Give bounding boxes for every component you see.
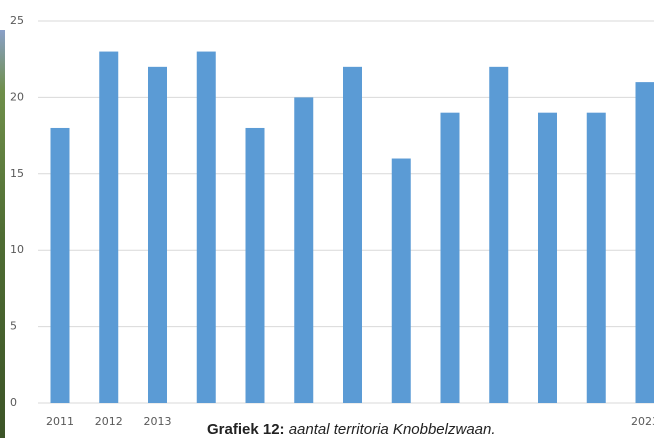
bar: [489, 66, 509, 403]
caption: Grafiek 12: aantal territoria Knobbelzwa…: [207, 421, 496, 438]
bar: [148, 66, 167, 403]
y-tick-label: 10: [10, 243, 24, 256]
bar: [196, 51, 216, 404]
bar: [635, 82, 654, 404]
caption-text: aantal territoria Knobbelzwaan.: [288, 421, 496, 438]
y-tick-label: 5: [10, 320, 17, 333]
bar: [440, 112, 460, 404]
bar: [50, 127, 70, 404]
y-tick-label: 20: [10, 90, 24, 103]
x-tick-label: 2023: [631, 415, 654, 428]
bar: [586, 112, 606, 404]
y-tick-label: 15: [10, 167, 24, 180]
bar: [245, 127, 265, 404]
bar: [391, 158, 411, 403]
bar: [294, 97, 314, 404]
caption-label: Grafiek 12:: [207, 421, 285, 438]
bar: [343, 66, 362, 403]
x-tick-label: 2012: [95, 415, 123, 428]
y-tick-label: 25: [10, 14, 24, 27]
y-tick-label: 0: [10, 396, 17, 409]
bar: [99, 51, 119, 404]
bar: [538, 112, 557, 404]
photo-edge: [0, 30, 5, 438]
x-tick-label: 2013: [144, 415, 172, 428]
x-tick-label: 2011: [46, 415, 74, 428]
